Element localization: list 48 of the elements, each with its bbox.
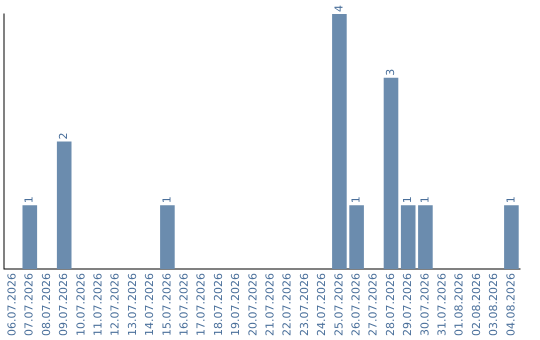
x-tick-label: 16.07.2026 [177,273,190,336]
x-tick-label: 11.07.2026 [91,273,104,336]
bar [160,205,175,270]
x-tick-label: 21.07.2026 [263,273,276,336]
x-tick-label: 31.07.2026 [435,273,448,336]
x-tick-label: 19.07.2026 [229,273,242,336]
bar [22,205,38,270]
data-label: 1 [160,196,174,204]
x-tick-label: 18.07.2026 [212,273,225,336]
bar [56,142,72,270]
data-label: 4 [332,5,346,12]
x-tick-label: 07.07.2026 [22,273,36,336]
bar [504,205,519,270]
x-tick-label: 23.07.2026 [298,273,311,336]
x-tick-label: 03.08.2026 [487,273,500,336]
x-tick-label: 29.07.2026 [401,273,414,336]
x-tick-label: 26.07.2026 [349,273,362,336]
bar [332,14,347,270]
x-tick-label: 25.07.2026 [332,273,346,336]
x-tick-label: 06.07.2026 [5,273,18,336]
bar [418,205,433,270]
bar [349,205,364,270]
x-tick-label: 08.07.2026 [40,273,53,336]
x-tick-label: 24.07.2026 [315,273,328,336]
x-tick-label: 10.07.2026 [74,273,88,336]
x-tick-label: 30.07.2026 [418,273,432,336]
x-tick-label: 17.07.2026 [194,273,208,336]
bar [400,205,416,270]
bar [384,78,398,270]
data-label: 1 [349,196,362,204]
data-label: 2 [57,132,70,140]
x-tick-label: 14.07.2026 [143,273,156,336]
x-tick-label: 22.07.2026 [280,273,294,336]
x-tick-label: 15.07.2026 [160,273,174,336]
x-tick-label: 20.07.2026 [246,273,260,336]
x-tick-label: 04.08.2026 [504,273,518,336]
x-tick-label: 12.07.2026 [108,273,122,336]
x-tick-label: 27.07.2026 [366,273,380,336]
x-tick-label: 01.08.2026 [452,273,466,336]
data-label: 1 [22,196,36,204]
data-label: 1 [418,196,432,204]
x-tick-label: 13.07.2026 [126,273,139,336]
data-label: 1 [504,196,518,204]
x-tick-label: 28.07.2026 [384,273,397,336]
x-tick-label: 02.08.2026 [470,273,483,336]
x-tick-label: 09.07.2026 [57,273,70,336]
data-label: 1 [401,196,414,204]
data-label: 3 [384,68,397,76]
